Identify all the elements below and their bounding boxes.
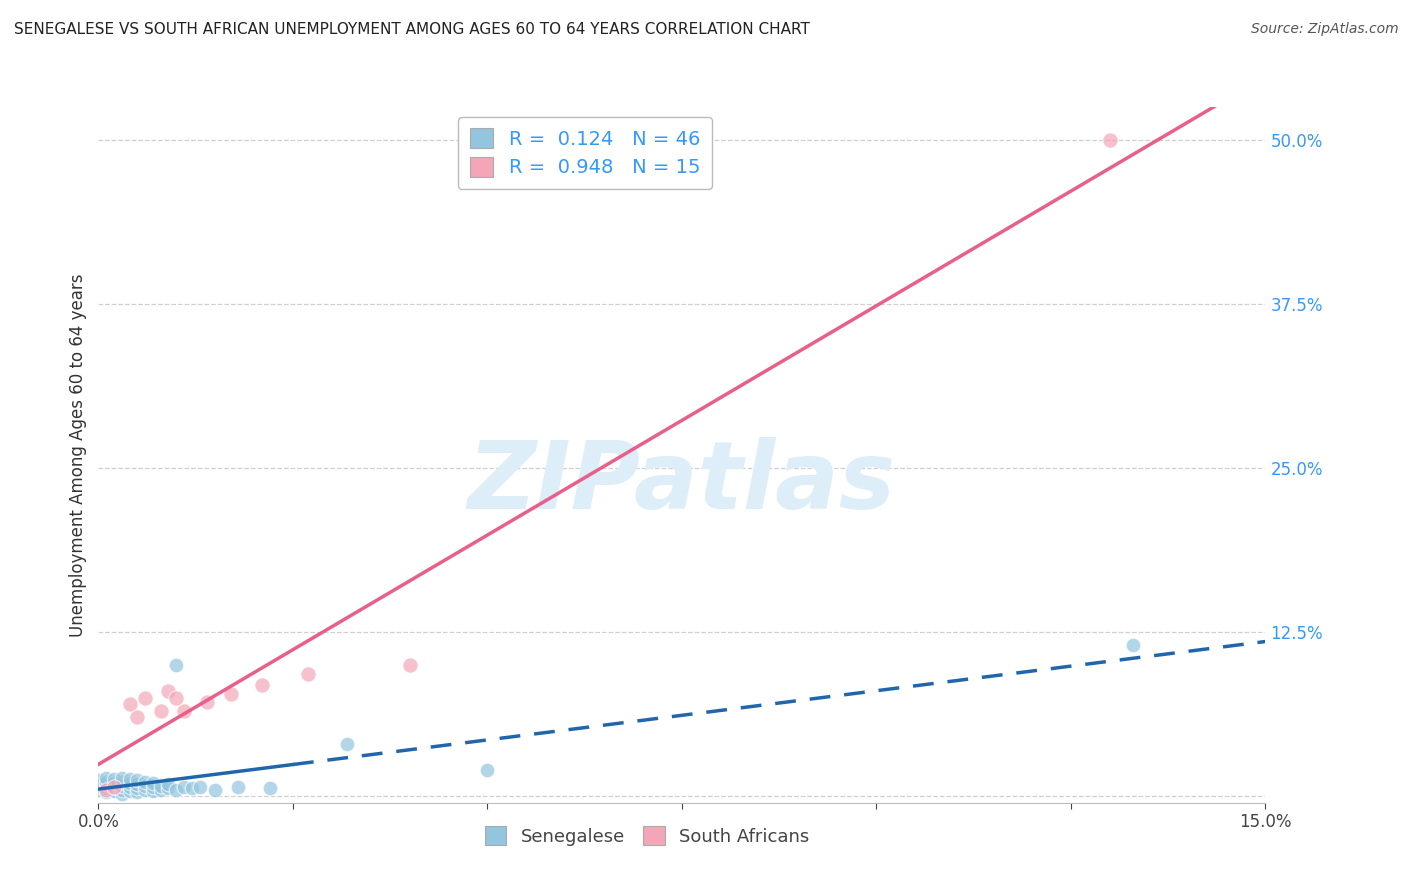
Point — [142, 780, 165, 794]
Text: Source: ZipAtlas.com: Source: ZipAtlas.com — [1251, 22, 1399, 37]
Point — [134, 774, 156, 789]
Point — [111, 771, 134, 785]
Point — [157, 781, 180, 796]
Point — [103, 784, 125, 798]
Point — [127, 781, 149, 796]
Point — [87, 773, 110, 788]
Point — [149, 782, 172, 797]
Point — [134, 782, 156, 797]
Point — [250, 678, 273, 692]
Y-axis label: Unemployment Among Ages 60 to 64 years: Unemployment Among Ages 60 to 64 years — [69, 273, 87, 637]
Point — [118, 772, 141, 787]
Point — [149, 779, 172, 793]
Point — [103, 780, 125, 794]
Point — [477, 763, 499, 777]
Point — [111, 779, 134, 793]
Point — [87, 782, 110, 797]
Point — [127, 785, 149, 799]
Point — [96, 781, 118, 796]
Point — [165, 657, 187, 672]
Point — [149, 704, 172, 718]
Point — [134, 779, 156, 793]
Point — [180, 781, 202, 796]
Point — [118, 780, 141, 794]
Point — [111, 774, 134, 789]
Point — [157, 684, 180, 698]
Point — [111, 787, 134, 801]
Point — [134, 690, 156, 705]
Point — [127, 710, 149, 724]
Point — [103, 772, 125, 787]
Point — [96, 782, 118, 797]
Point — [228, 780, 250, 794]
Point — [297, 667, 319, 681]
Point — [165, 690, 187, 705]
Point — [165, 782, 187, 797]
Point — [96, 771, 118, 785]
Point — [259, 781, 281, 796]
Point — [96, 774, 118, 789]
Point — [173, 704, 195, 718]
Point — [398, 657, 420, 672]
Point — [127, 773, 149, 788]
Point — [219, 687, 242, 701]
Point — [96, 777, 118, 791]
Point — [118, 784, 141, 798]
Point — [127, 777, 149, 791]
Point — [1122, 638, 1144, 652]
Point — [142, 776, 165, 790]
Point — [195, 695, 218, 709]
Point — [118, 698, 141, 712]
Point — [204, 782, 226, 797]
Point — [96, 785, 118, 799]
Text: ZIPatlas: ZIPatlas — [468, 437, 896, 529]
Point — [103, 776, 125, 790]
Point — [173, 780, 195, 794]
Point — [1098, 133, 1121, 147]
Point — [87, 779, 110, 793]
Point — [142, 784, 165, 798]
Point — [188, 780, 211, 794]
Legend: Senegalese, South Africans: Senegalese, South Africans — [477, 819, 817, 853]
Point — [157, 777, 180, 791]
Point — [111, 782, 134, 797]
Point — [103, 780, 125, 794]
Text: SENEGALESE VS SOUTH AFRICAN UNEMPLOYMENT AMONG AGES 60 TO 64 YEARS CORRELATION C: SENEGALESE VS SOUTH AFRICAN UNEMPLOYMENT… — [14, 22, 810, 37]
Point — [336, 737, 359, 751]
Point — [118, 776, 141, 790]
